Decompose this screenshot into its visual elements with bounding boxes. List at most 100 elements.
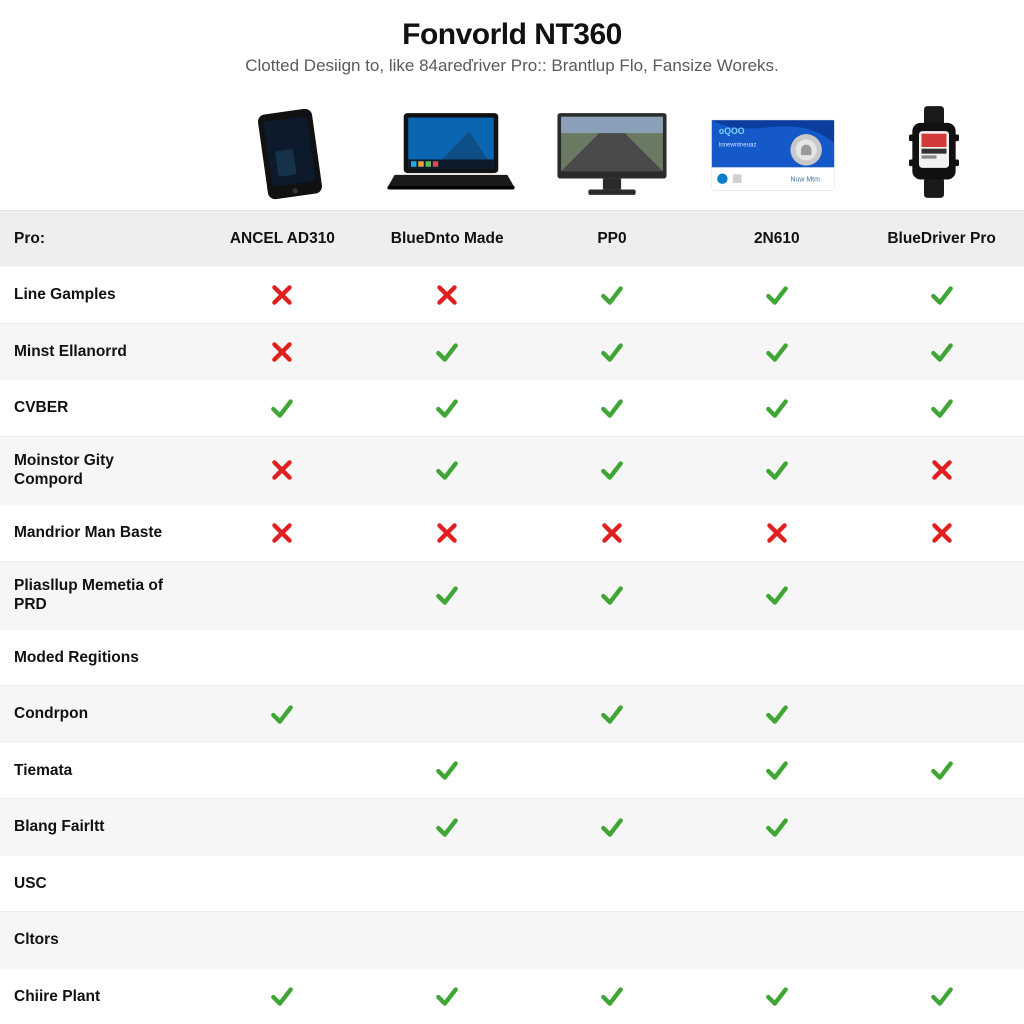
cross-icon (269, 282, 295, 308)
table-cell (694, 968, 859, 1024)
column-header: ANCEL AD310 (200, 210, 365, 266)
cross-icon (434, 282, 460, 308)
table-cell (859, 436, 1024, 504)
product-image-tablet (210, 94, 371, 204)
table-cell (530, 798, 695, 854)
table-cell (365, 504, 530, 560)
table-cell (530, 323, 695, 379)
table-cell (365, 855, 530, 911)
table-cell (365, 742, 530, 798)
table-cell (200, 436, 365, 504)
table-cell (365, 561, 530, 629)
table-cell (365, 436, 530, 504)
column-header: BlueDnto Made (365, 210, 530, 266)
page-subtitle: Clotted Desiign to, like 84areďriver Pro… (20, 56, 1004, 76)
table-cell (859, 561, 1024, 629)
product-image-smartwatch (853, 94, 1014, 204)
check-icon (434, 814, 460, 840)
row-label: CVBER (0, 379, 200, 435)
check-icon (434, 983, 460, 1009)
table-cell (200, 504, 365, 560)
check-icon (269, 983, 295, 1009)
row-label: Moinstor Gity Compord (0, 436, 200, 504)
table-cell (200, 742, 365, 798)
table-cell (694, 323, 859, 379)
column-header: BlueDriver Pro (859, 210, 1024, 266)
table-cell (200, 379, 365, 435)
cross-icon (269, 339, 295, 365)
check-icon (764, 339, 790, 365)
cross-icon (269, 520, 295, 546)
check-icon (929, 757, 955, 783)
table-cell (694, 798, 859, 854)
header: Fonvorld NT360 Clotted Desiign to, like … (0, 0, 1024, 84)
table-cell (200, 855, 365, 911)
table-cell (859, 504, 1024, 560)
cross-icon (929, 457, 955, 483)
row-label: Condrpon (0, 685, 200, 741)
row-label: Line Gamples (0, 266, 200, 322)
table-cell (859, 968, 1024, 1024)
table-cell (200, 266, 365, 322)
table-cell (859, 911, 1024, 967)
table-cell (365, 798, 530, 854)
check-icon (269, 395, 295, 421)
table-cell (530, 685, 695, 741)
table-cell (694, 436, 859, 504)
check-icon (929, 339, 955, 365)
table-cell (200, 798, 365, 854)
table-cell (859, 685, 1024, 741)
check-icon (599, 701, 625, 727)
check-icon (599, 339, 625, 365)
table-cell (530, 911, 695, 967)
check-icon (764, 457, 790, 483)
page-title: Fonvorld NT360 (20, 18, 1004, 52)
row-label: Cltors (0, 911, 200, 967)
check-icon (434, 582, 460, 608)
table-cell (365, 266, 530, 322)
column-header: PP0 (530, 210, 695, 266)
table-cell (530, 968, 695, 1024)
check-icon (434, 457, 460, 483)
table-corner-label: Pro: (0, 210, 200, 266)
table-cell (200, 561, 365, 629)
check-icon (434, 339, 460, 365)
cross-icon (599, 520, 625, 546)
row-label: USC (0, 855, 200, 911)
table-cell (859, 798, 1024, 854)
row-label: Blang Fairltt (0, 798, 200, 854)
table-cell (530, 436, 695, 504)
table-cell (694, 561, 859, 629)
svg-text:lnnewntneuaz: lnnewntneuaz (719, 141, 757, 148)
product-image-laptop (371, 94, 532, 204)
check-icon (929, 395, 955, 421)
svg-text:Nuw Mtm: Nuw Mtm (790, 176, 820, 183)
table-cell (859, 379, 1024, 435)
table-cell (530, 629, 695, 685)
table-cell (365, 968, 530, 1024)
cross-icon (764, 520, 790, 546)
table-cell (530, 379, 695, 435)
page: Fonvorld NT360 Clotted Desiign to, like … (0, 0, 1024, 1024)
comparison-table: Pro: ANCEL AD310 BlueDnto Made PP0 2N610… (0, 210, 1024, 1024)
table-cell (694, 266, 859, 322)
table-cell (859, 266, 1024, 322)
product-image-monitor (532, 94, 693, 204)
table-cell (530, 504, 695, 560)
check-icon (764, 814, 790, 840)
table-cell (694, 911, 859, 967)
check-icon (764, 395, 790, 421)
product-images-row: oQOO lnnewntneuaz Nuw Mtm (0, 84, 1024, 210)
check-icon (929, 983, 955, 1009)
table-cell (365, 629, 530, 685)
cross-icon (269, 457, 295, 483)
table-cell (200, 968, 365, 1024)
table-cell (859, 742, 1024, 798)
table-cell (530, 266, 695, 322)
table-cell (859, 323, 1024, 379)
table-cell (200, 911, 365, 967)
check-icon (764, 582, 790, 608)
table-cell (200, 323, 365, 379)
svg-text:oQOO: oQOO (719, 126, 745, 136)
row-label: Tiemata (0, 742, 200, 798)
